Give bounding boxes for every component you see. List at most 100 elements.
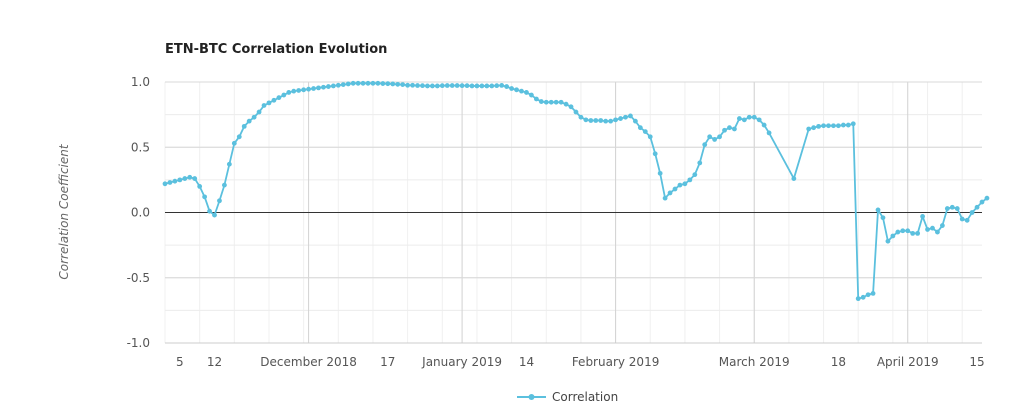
data-point[interactable] — [350, 80, 356, 86]
data-point[interactable] — [583, 117, 589, 123]
data-point[interactable] — [246, 118, 252, 124]
data-point[interactable] — [915, 230, 921, 236]
data-point[interactable] — [197, 184, 203, 189]
data-point[interactable] — [707, 134, 713, 140]
data-point[interactable] — [529, 92, 534, 98]
data-point[interactable] — [637, 125, 643, 131]
data-point[interactable] — [449, 83, 455, 88]
data-point[interactable] — [489, 83, 495, 89]
legend[interactable]: Correlation — [517, 390, 618, 404]
data-point[interactable] — [840, 122, 846, 128]
data-point[interactable] — [642, 129, 648, 134]
data-point[interactable] — [231, 140, 237, 146]
data-point[interactable] — [474, 83, 480, 89]
data-point[interactable] — [900, 228, 906, 234]
data-point[interactable] — [425, 83, 430, 89]
data-point[interactable] — [563, 101, 569, 107]
data-point[interactable] — [628, 113, 633, 119]
data-point[interactable] — [687, 177, 693, 183]
data-point[interactable] — [618, 116, 623, 121]
data-point[interactable] — [241, 123, 247, 129]
data-point[interactable] — [756, 117, 762, 123]
data-point[interactable] — [519, 88, 524, 94]
data-point[interactable] — [831, 123, 836, 129]
data-point[interactable] — [746, 114, 752, 120]
data-point[interactable] — [568, 104, 574, 110]
data-point[interactable] — [717, 134, 722, 140]
data-point[interactable] — [400, 82, 406, 88]
data-point[interactable] — [751, 114, 757, 120]
data-point[interactable] — [415, 83, 420, 88]
data-point[interactable] — [578, 114, 584, 120]
data-point[interactable] — [330, 83, 336, 89]
data-point[interactable] — [454, 83, 460, 88]
data-point[interactable] — [434, 83, 440, 89]
data-point[interactable] — [910, 230, 916, 236]
data-point[interactable] — [177, 177, 183, 183]
data-point[interactable] — [410, 82, 415, 88]
data-point[interactable] — [286, 90, 292, 95]
data-point[interactable] — [826, 123, 831, 129]
data-point[interactable] — [212, 212, 217, 218]
data-point[interactable] — [524, 90, 529, 95]
data-point[interactable] — [236, 134, 242, 140]
data-point[interactable] — [479, 83, 485, 89]
data-point[interactable] — [499, 82, 505, 88]
data-point[interactable] — [652, 151, 658, 157]
data-point[interactable] — [890, 233, 896, 239]
data-point[interactable] — [182, 176, 188, 181]
data-point[interactable] — [588, 118, 594, 123]
data-point[interactable] — [865, 292, 871, 298]
data-point[interactable] — [484, 83, 490, 89]
data-point[interactable] — [791, 176, 797, 181]
data-point[interactable] — [360, 80, 366, 86]
data-point[interactable] — [202, 194, 208, 200]
data-point[interactable] — [608, 118, 614, 124]
data-point[interactable] — [172, 178, 178, 184]
data-point[interactable] — [365, 80, 371, 86]
data-point[interactable] — [301, 87, 307, 93]
data-point[interactable] — [291, 88, 297, 94]
data-point[interactable] — [281, 92, 287, 98]
data-point[interactable] — [925, 227, 930, 232]
data-point[interactable] — [895, 229, 901, 235]
data-point[interactable] — [692, 172, 698, 178]
data-point[interactable] — [271, 97, 277, 103]
data-point[interactable] — [598, 118, 604, 123]
data-point[interactable] — [949, 204, 955, 210]
data-point[interactable] — [905, 228, 911, 234]
data-point[interactable] — [558, 99, 564, 105]
data-point[interactable] — [712, 137, 718, 142]
data-point[interactable] — [732, 126, 737, 132]
data-point[interactable] — [380, 81, 386, 86]
data-point[interactable] — [316, 85, 321, 91]
data-point[interactable] — [662, 195, 668, 201]
data-point[interactable] — [870, 291, 876, 296]
data-point[interactable] — [548, 99, 554, 105]
data-point[interactable] — [439, 83, 445, 89]
data-point[interactable] — [850, 121, 856, 127]
data-point[interactable] — [222, 182, 227, 188]
data-point[interactable] — [464, 83, 470, 89]
data-point[interactable] — [167, 180, 173, 185]
data-point[interactable] — [345, 81, 351, 87]
data-point[interactable] — [385, 81, 391, 87]
data-point[interactable] — [821, 123, 826, 129]
data-point[interactable] — [405, 82, 411, 88]
data-point[interactable] — [553, 99, 559, 105]
data-point[interactable] — [613, 117, 618, 123]
data-point[interactable] — [192, 176, 198, 181]
data-point[interactable] — [375, 80, 381, 86]
data-point[interactable] — [187, 174, 193, 180]
data-point[interactable] — [979, 199, 985, 205]
data-point[interactable] — [251, 114, 257, 120]
data-point[interactable] — [276, 95, 282, 101]
data-point[interactable] — [816, 123, 821, 129]
data-point[interactable] — [370, 80, 376, 86]
data-point[interactable] — [573, 109, 579, 115]
data-point[interactable] — [667, 190, 673, 196]
data-point[interactable] — [722, 127, 727, 133]
data-point[interactable] — [761, 122, 767, 128]
data-point[interactable] — [593, 118, 599, 123]
data-point[interactable] — [311, 86, 316, 91]
